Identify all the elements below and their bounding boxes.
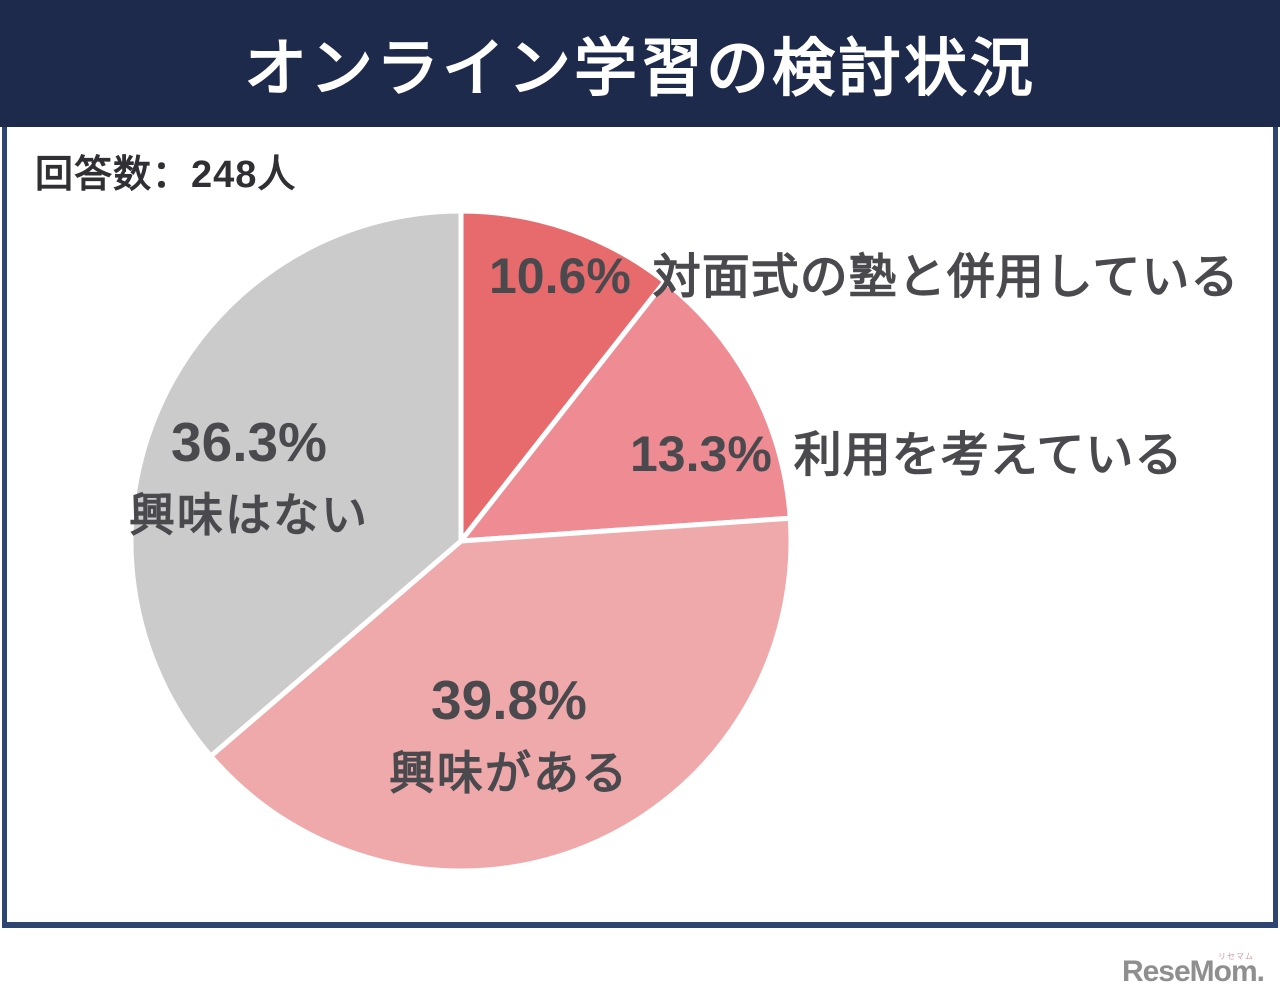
slice-pct: 10.6% — [489, 248, 631, 304]
pie-chart — [128, 208, 794, 874]
pie-slice-2 — [208, 515, 794, 874]
slice-name: 興味がある — [389, 747, 629, 799]
slice-label-interested: 39.8% 興味がある — [329, 669, 689, 799]
slice-pct: 39.8% — [431, 669, 587, 731]
pie-slice-3 — [128, 208, 464, 759]
slice-name: 対面式の塾と併用している — [652, 251, 1240, 304]
logo-text: ReseMom. — [1121, 955, 1265, 988]
chart-panel: 回答数：248人 10.6% 対面式の塾と併用している 13.3% 利用を考えて… — [2, 127, 1278, 928]
title-band: オンライン学習の検討状況 — [0, 0, 1280, 127]
respondents-count: 回答数：248人 — [35, 154, 297, 196]
logo-ruby-text: リセマム — [1218, 952, 1254, 961]
slice-pct: 13.3% — [630, 426, 772, 482]
slice-pct: 36.3% — [171, 411, 327, 473]
pie-slice-1 — [458, 279, 793, 544]
page-title: オンライン学習の検討状況 — [244, 34, 1036, 104]
resemom-logo: リセマム ReseMom. — [1121, 952, 1265, 999]
slice-label-considering-use: 13.3% 利用を考えている — [630, 415, 1183, 485]
slice-name: 利用を考えている — [793, 429, 1184, 482]
pie-slice-0 — [458, 208, 668, 544]
slice-label-combined-with-cram-school: 10.6% 対面式の塾と併用している — [489, 237, 1239, 307]
slice-name: 興味はない — [129, 489, 369, 541]
slice-label-not-interested: 36.3% 興味はない — [69, 411, 429, 541]
